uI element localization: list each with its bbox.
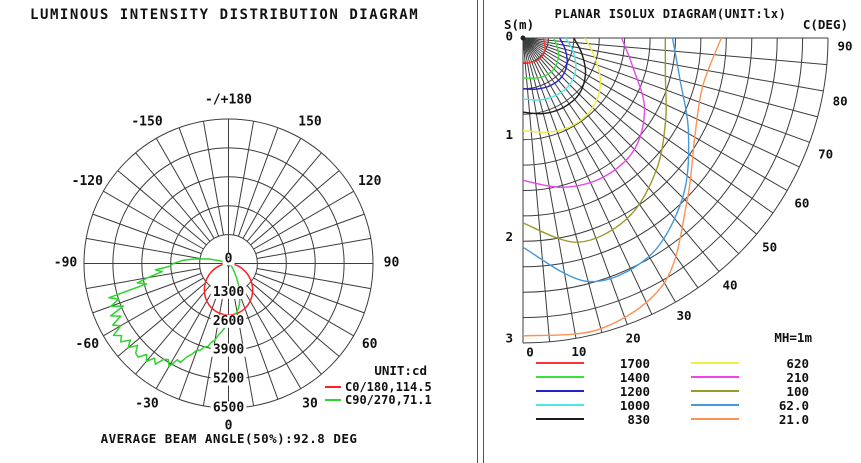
svg-text:0: 0 [225,252,233,267]
c-axis-label: C(DEG) [802,17,848,32]
c-angle-label: 20 [626,330,641,345]
legend-color-swatch [536,376,584,378]
c-angle-label: 90 [837,39,852,54]
c-angle-label: 0 [526,345,534,360]
intensity-legend-item: C0/180,114.5 [325,379,432,394]
svg-text:2600: 2600 [213,314,244,329]
panel-divider-line [483,0,484,463]
legend-lux-value: 62.0 [778,397,809,413]
isolux-legend-item: 1400 [536,369,650,385]
isolux-contour-62.0 [522,37,690,283]
polar-angle-label: 30 [302,397,318,412]
legend-color-swatch [536,404,584,406]
legend-color-swatch [691,418,739,420]
intensity-legend: C0/180,114.5 C90/270,71.1 [325,379,432,407]
legend-color-swatch [691,362,739,364]
c-angle-label: 10 [571,344,586,359]
legend-color-swatch [691,390,739,392]
s-tick-label: 0 [505,29,513,44]
isolux-legend-item: 1700 [536,355,650,371]
isolux-contour-210 [522,37,646,189]
s-tick-label: 1 [505,127,513,142]
isolux-legend-column-2: 620 210 100 62.0 21.0 [691,355,809,427]
polar-angle-label: -60 [76,337,100,352]
legend-lux-value: 1400 [619,369,650,385]
svg-text:1300: 1300 [213,285,244,300]
legend-lux-value: 21.0 [778,411,809,427]
isolux-legend-item: 1200 [536,383,650,399]
isolux-legend-item: 1000 [536,397,650,413]
isolux-legend-item: 62.0 [691,397,809,413]
polar-angle-label: -90 [54,256,78,271]
isolux-legend-item: 100 [691,383,809,399]
c-angle-label: 60 [794,196,809,211]
polar-angle-label: -120 [72,174,103,189]
isolux-legend-column-1: 1700 1400 1200 1000 830 [536,355,650,427]
legend-lux-value: 1000 [619,397,650,413]
s-tick-label: 2 [505,229,513,244]
legend-label: C0/180,114.5 [345,379,432,394]
legend-lux-value: 830 [627,411,650,427]
legend-color-swatch [691,404,739,406]
isolux-contour-100 [522,37,667,244]
isolux-contour-1700 [522,37,546,64]
legend-color-swatch [536,362,584,364]
isolux-contour-1200 [522,37,568,90]
legend-lux-value: 1700 [619,355,650,371]
left-chart-title: LUMINOUS INTENSITY DISTRIBUTION DIAGRAM [30,7,420,23]
legend-label: C90/270,71.1 [345,392,432,407]
s-axis-label: S(m) [504,17,535,32]
svg-text:3900: 3900 [213,343,244,358]
isolux-contour-620 [522,37,602,134]
isolux-contour-830 [522,37,587,115]
isolux-legend-item: 620 [691,355,809,371]
legend-lux-value: 210 [786,369,809,385]
polar-angle-label: 120 [358,174,382,189]
intensity-legend-item: C90/270,71.1 [325,392,432,407]
right-chart-title: PLANAR ISOLUX DIAGRAM(UNIT:lx) [554,7,787,21]
polar-angle-label: -30 [135,397,159,412]
legend-lux-value: 100 [786,383,809,399]
c-angle-label: 40 [722,277,737,292]
polar-angle-label: 90 [384,256,400,271]
isolux-contour-1400 [522,37,560,80]
legend-lux-value: 1200 [619,383,650,399]
intensity-unit-label: UNIT:cd [374,363,427,378]
c-angle-label: 80 [833,94,848,109]
isolux-contour-21.0 [522,37,722,337]
c-angle-label: 30 [676,308,691,323]
isolux-legend-item: 830 [536,411,650,427]
isolux-contour-1000 [522,37,577,101]
legend-color-swatch [325,385,341,388]
s-tick-label: 3 [505,331,513,346]
isolux-legend-item: 210 [691,369,809,385]
panel-divider-line [477,0,478,463]
isolux-legend-item: 21.0 [691,411,809,427]
polar-angle-label: 150 [298,114,322,129]
mounting-height-label: MH=1m [774,330,812,345]
legend-color-swatch [691,376,739,378]
legend-color-swatch [536,418,584,420]
polar-angle-label: 60 [362,337,378,352]
polar-angle-label: 0 [225,419,233,434]
average-beam-angle-text: AVERAGE BEAM ANGLE(50%):92.8 DEG [100,431,358,446]
c-angle-label: 70 [818,146,833,161]
legend-color-swatch [325,398,341,401]
svg-text:6500: 6500 [213,401,244,416]
legend-lux-value: 620 [786,355,809,371]
c-angle-label: 50 [762,240,777,255]
legend-color-swatch [536,390,584,392]
svg-text:5200: 5200 [213,372,244,387]
polar-angle-label: -/+180 [205,93,252,108]
polar-angle-label: -150 [131,114,162,129]
